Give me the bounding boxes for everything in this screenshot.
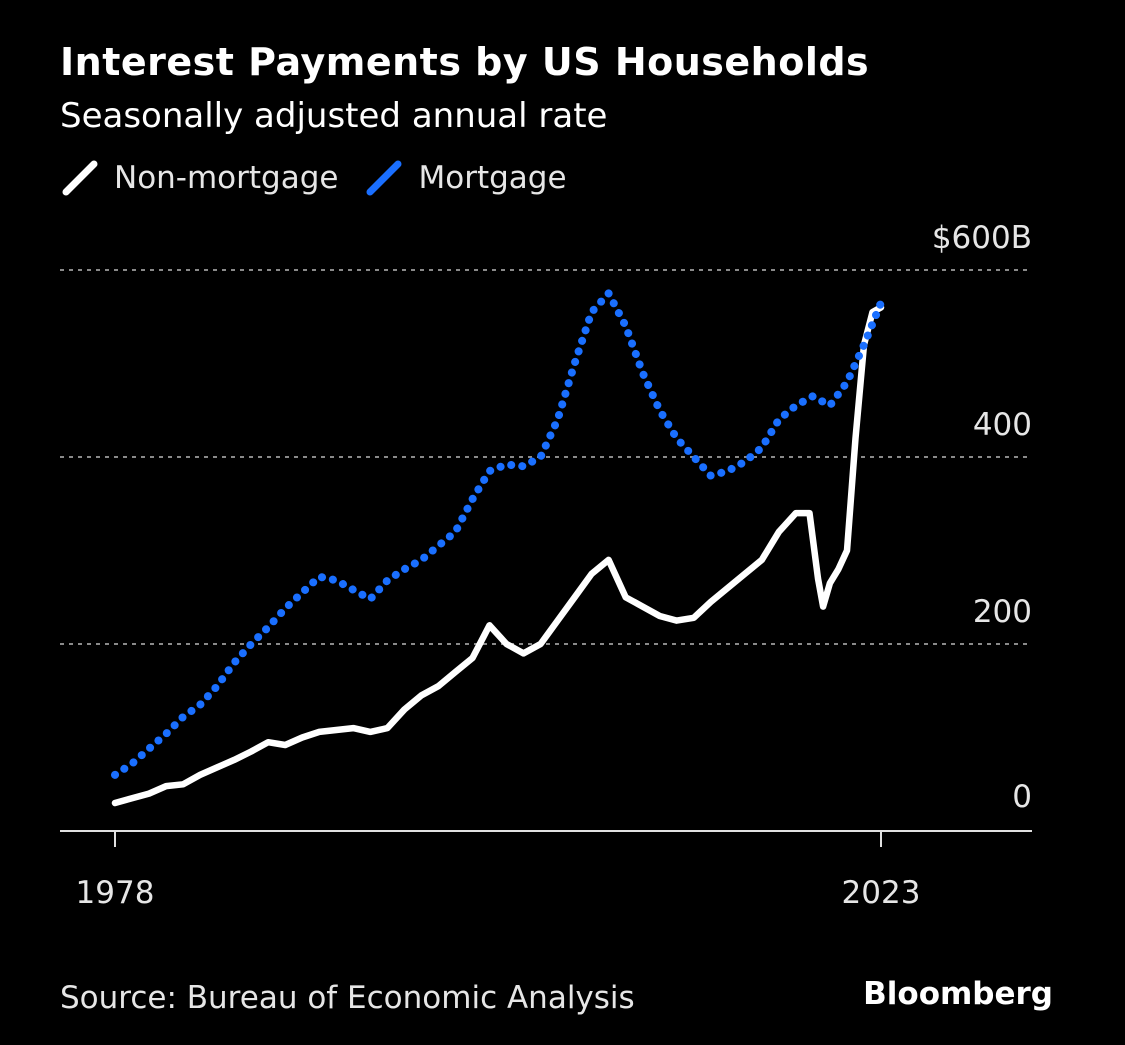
y-tick-label-400: 400 bbox=[973, 407, 1032, 443]
series-line-mortgage bbox=[111, 289, 885, 779]
x-tick-label-1978: 1978 bbox=[76, 875, 155, 911]
legend-item-non-mortgage: Non-mortgage bbox=[60, 158, 338, 198]
brand-logo: Bloomberg bbox=[863, 976, 1053, 1012]
chart-title: Interest Payments by US Households bbox=[60, 40, 870, 84]
legend-swatch-non-mortgage bbox=[62, 160, 98, 196]
source-note: Source: Bureau of Economic Analysis bbox=[60, 980, 635, 1016]
y-tick-label-0: 0 bbox=[1012, 779, 1032, 815]
legend-label-non-mortgage: Non-mortgage bbox=[114, 160, 339, 196]
grid-layer bbox=[60, 269, 1032, 645]
y-tick-label-600: $600B bbox=[932, 220, 1032, 256]
y-tick-label-200: 200 bbox=[973, 594, 1032, 630]
axis-layer: 0 200 400 $600B 1978 2023 bbox=[60, 220, 1032, 911]
legend-label-mortgage: Mortgage bbox=[418, 160, 567, 196]
legend-item-mortgage: Mortgage bbox=[364, 158, 567, 198]
x-tick-label-2023: 2023 bbox=[842, 875, 921, 911]
series-line-non-mortgage bbox=[111, 304, 885, 807]
legend: Non-mortgage Mortgage bbox=[60, 156, 593, 200]
series-layer bbox=[111, 289, 885, 807]
chart-subtitle: Seasonally adjusted annual rate bbox=[60, 96, 608, 136]
legend-swatch-mortgage bbox=[366, 160, 402, 196]
